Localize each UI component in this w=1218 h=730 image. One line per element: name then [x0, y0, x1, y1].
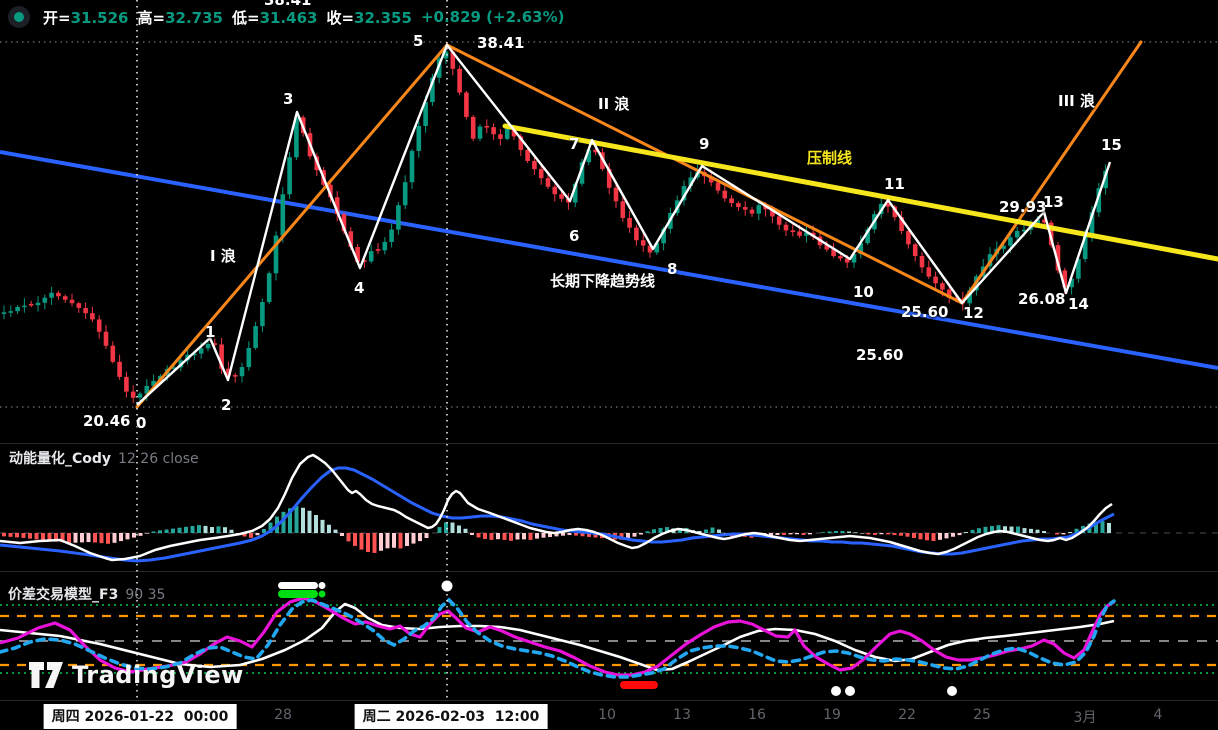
time-tick: 3月: [1073, 710, 1097, 726]
buy-signal-white-pill-dot: [318, 582, 326, 589]
chart-label[interactable]: 2: [221, 396, 232, 414]
chart-label[interactable]: 29.93: [999, 198, 1047, 216]
time-marker-box[interactable]: 周四 2026-01-22 00:00: [43, 704, 237, 729]
legend-high: 高=32.735: [137, 8, 223, 27]
spread-cyan-dotted-line: [0, 597, 1116, 679]
buy-signal-green-pill: [278, 590, 318, 598]
chart-label[interactable]: 长期下降趋势线: [550, 272, 656, 290]
chart-label[interactable]: 38.41: [264, 0, 312, 9]
chart-label[interactable]: 1: [205, 323, 216, 341]
time-tick: 13: [673, 707, 691, 723]
signal-dot: [441, 580, 453, 592]
legend-change: +0.829 (+2.63%): [420, 8, 565, 26]
chart-label[interactable]: 13: [1043, 193, 1064, 211]
legend-low: 低=31.463: [231, 8, 318, 27]
time-marker-box[interactable]: 周二 2026-02-03 12:00: [354, 704, 548, 729]
elliott-wave-zigzag[interactable]: [136, 43, 1112, 406]
buy-signal-white-pill: [278, 582, 318, 589]
time-tick: 22: [898, 707, 916, 723]
tradingview-logo-icon: [29, 662, 63, 688]
chart-label[interactable]: 5: [413, 32, 424, 50]
signal-dot: [831, 686, 841, 696]
tradingview-logo-text: TradingView: [72, 661, 244, 689]
chart-label[interactable]: 4: [354, 279, 365, 297]
indicator1-title[interactable]: 动能量化_Cody 12 26 close: [9, 451, 199, 467]
chart-label[interactable]: 9: [699, 135, 710, 153]
indicator2-panel: [0, 580, 1218, 696]
chart-label[interactable]: 38.41: [477, 34, 525, 52]
chart-label[interactable]: 10: [853, 283, 874, 301]
time-tick: 4: [1153, 707, 1163, 723]
chart-label[interactable]: 15: [1101, 136, 1122, 154]
chart-label[interactable]: III 浪: [1058, 92, 1095, 110]
ohlc-legend: 开=31.526 高=32.735 低=31.463 收=32.355 +0.8…: [8, 6, 565, 28]
chart-label[interactable]: 7: [569, 135, 580, 153]
indicator1-panel: [0, 453, 1218, 563]
signal-dot: [845, 686, 855, 696]
chart-label[interactable]: 20.46: [83, 412, 131, 430]
series-visibility-toggle[interactable]: [8, 6, 30, 28]
trend-line-suppression-yellow[interactable]: [502, 123, 1218, 262]
legend-close: 收=32.355: [326, 8, 412, 27]
time-tick: 16: [748, 707, 766, 723]
chart-label[interactable]: 25.60: [856, 346, 904, 364]
time-tick: 19: [823, 707, 841, 723]
time-tick: 25: [973, 707, 991, 723]
spread-white-line: [0, 602, 1115, 672]
chart-label[interactable]: 12: [963, 304, 984, 322]
macd-line: [0, 453, 1113, 562]
indicator2-params: 90 35: [125, 587, 166, 603]
trend-line-long-term-descending[interactable]: [0, 150, 1218, 370]
sell-signal-red-pill: [620, 681, 658, 689]
indicator2-title[interactable]: 价差交易模型_F3 90 35: [8, 587, 166, 603]
indicator1-params: 12 26 close: [118, 451, 199, 467]
series-marker-icon: [14, 12, 24, 22]
trend-line-wave1-up-orange[interactable]: [135, 43, 449, 409]
spread-magenta-line: [0, 596, 1115, 677]
chart-label[interactable]: 8: [667, 260, 678, 278]
chart-label[interactable]: 14: [1068, 295, 1089, 313]
macd-signal-line: [0, 466, 1115, 563]
chart-label[interactable]: 0: [136, 414, 147, 432]
chart-label[interactable]: 3: [283, 90, 294, 108]
tradingview-logo[interactable]: TradingView: [28, 661, 244, 689]
trend-line-wave2-down-orange[interactable]: [445, 43, 964, 305]
chart-label[interactable]: 26.08: [1018, 290, 1066, 308]
trend-line-wave3-up-orange[interactable]: [960, 40, 1143, 305]
legend-open: 开=31.526: [43, 8, 129, 27]
chart-label[interactable]: II 浪: [598, 95, 630, 113]
chart-label[interactable]: I 浪: [210, 247, 236, 265]
chart-label[interactable]: 压制线: [807, 149, 853, 167]
time-tick: 28: [274, 707, 292, 723]
time-tick: 10: [598, 707, 616, 723]
time-axis[interactable]: 19252871013161922253月4周四 2026-01-22 00:0…: [0, 700, 1218, 730]
chart-label[interactable]: 6: [569, 227, 580, 245]
chart-label[interactable]: 11: [884, 175, 905, 193]
chart-label[interactable]: 25.60: [901, 303, 949, 321]
signal-dot: [947, 686, 957, 696]
buy-signal-green-pill-dot: [318, 590, 326, 598]
